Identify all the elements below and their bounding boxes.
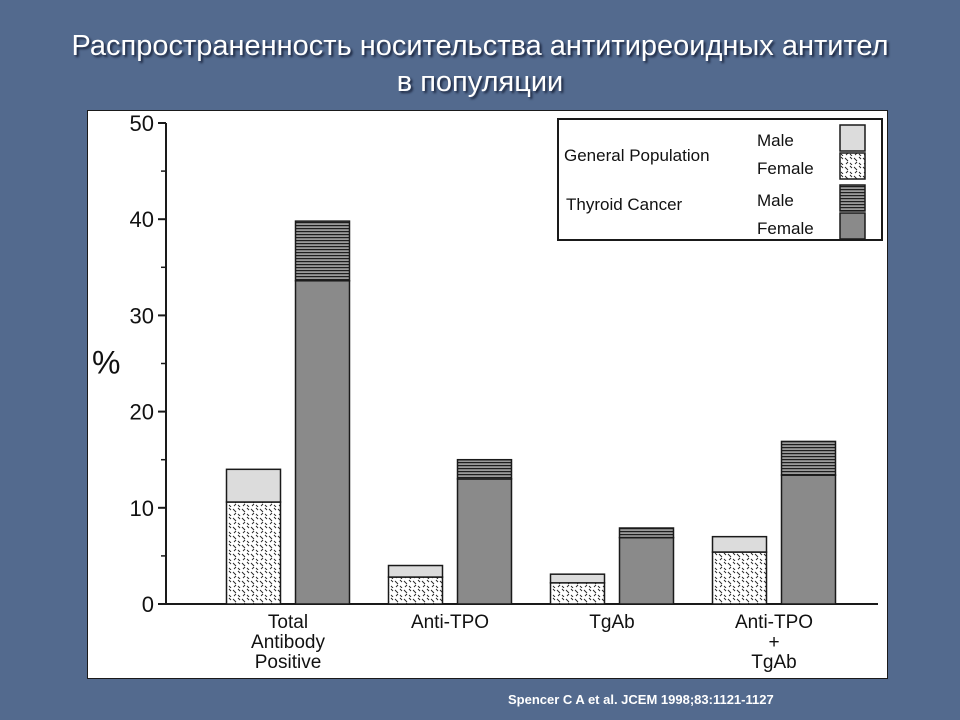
slide-title-line-2: в популяции <box>396 66 564 98</box>
x-tick-label: Total <box>268 612 308 633</box>
x-tick-label: Antibody <box>251 632 325 653</box>
x-tick-label: TgAb <box>589 612 634 633</box>
legend-swatch-cancer-male <box>839 184 866 212</box>
slide-title-line-1: Распространенность носительства антитире… <box>71 30 889 62</box>
y-tick-label: 30 <box>130 303 154 328</box>
bar-segment <box>294 280 351 605</box>
legend-cancer-female-label: Female <box>757 219 814 238</box>
citation: Spencer C A et al. JCEM 1998;83:1121-112… <box>508 692 774 707</box>
y-tick-label: 20 <box>130 400 154 425</box>
bar-segment <box>456 478 513 605</box>
x-tick-label: + <box>768 632 779 653</box>
bar-segment <box>387 576 444 605</box>
x-tick-label: Anti-TPO <box>735 612 813 633</box>
y-tick-label: 0 <box>142 592 154 617</box>
legend-general-female-label: Female <box>757 159 814 178</box>
bar-segment <box>549 582 606 605</box>
bar-segment <box>618 527 675 539</box>
x-tick-label: TgAb <box>751 652 796 673</box>
bar-segment <box>294 220 351 282</box>
y-tick-label: 10 <box>130 496 154 521</box>
legend-swatch-general-male <box>839 124 866 152</box>
x-tick-label: Anti-TPO <box>411 612 489 633</box>
legend-swatch-cancer-female <box>839 212 866 240</box>
bar-segment <box>711 535 768 553</box>
y-tick-label: 40 <box>130 207 154 232</box>
bar-segment <box>711 551 768 605</box>
legend-general-male-label: Male <box>757 131 794 150</box>
legend-box <box>557 118 883 241</box>
legend-swatch-general-female <box>839 152 866 180</box>
bar-segment <box>549 573 606 584</box>
bar-segment <box>780 440 837 476</box>
legend-general-label: General Population <box>564 146 710 165</box>
chart-figure: 0 10 20 30 40 50% Total Antibody Positive Anti-T… <box>87 110 888 679</box>
bar-segment <box>456 458 513 480</box>
bar-segment <box>618 536 675 605</box>
bar-segment <box>225 501 282 605</box>
slide-title: Распространенность носительства антитире… <box>0 28 960 100</box>
bar-segment <box>225 468 282 503</box>
legend-cancer-male-label: Male <box>757 191 794 210</box>
bar-segment <box>387 564 444 578</box>
bar-segment <box>780 474 837 605</box>
x-tick-label: Positive <box>255 652 322 673</box>
y-tick-label: 50 <box>130 111 154 136</box>
y-axis-label: % <box>92 345 120 381</box>
legend-cancer-label: Thyroid Cancer <box>566 195 683 214</box>
